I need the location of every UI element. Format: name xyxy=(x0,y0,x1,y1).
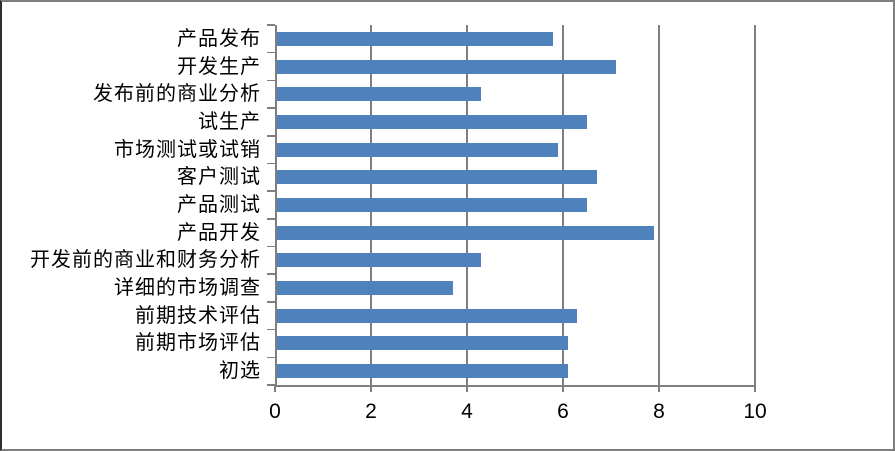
category-tick xyxy=(267,190,275,192)
category-tick xyxy=(267,24,275,26)
category-tick xyxy=(267,273,275,275)
value-tick xyxy=(754,385,756,392)
value-tick-label: 8 xyxy=(653,400,665,423)
chart-bar xyxy=(276,336,568,351)
chart-bar xyxy=(276,225,655,240)
category-label: 客户测试 xyxy=(177,166,261,189)
value-gridline xyxy=(658,25,660,385)
category-tick xyxy=(267,218,275,220)
plot-area xyxy=(267,24,756,392)
category-label: 产品发布 xyxy=(177,27,261,50)
value-axis-line xyxy=(275,385,755,387)
category-label: 产品开发 xyxy=(177,221,261,244)
chart-bar xyxy=(276,253,482,268)
category-label: 详细的市场调查 xyxy=(114,277,261,300)
chart-bar xyxy=(276,170,597,185)
category-tick xyxy=(267,135,275,137)
category-label: 初选 xyxy=(219,360,261,383)
value-tick-label: 10 xyxy=(743,400,767,423)
category-label: 发布前的商业分析 xyxy=(93,83,261,106)
category-tick xyxy=(267,51,275,54)
value-gridline xyxy=(754,25,756,385)
value-tick-label: 2 xyxy=(365,400,377,423)
category-tick xyxy=(267,384,275,386)
chart-bar xyxy=(276,281,453,296)
value-tick xyxy=(562,385,564,392)
value-tick xyxy=(274,385,276,392)
value-tick xyxy=(466,385,468,392)
category-label: 前期技术评估 xyxy=(135,304,261,327)
category-tick xyxy=(267,162,275,165)
chart-bar xyxy=(276,114,587,129)
value-tick-label: 4 xyxy=(461,400,473,423)
category-label: 试生产 xyxy=(198,110,261,133)
chart-bar xyxy=(276,31,554,46)
category-label: 前期市场评估 xyxy=(135,332,261,355)
category-tick xyxy=(267,328,275,331)
value-tick-label: 0 xyxy=(269,400,281,423)
category-axis-line xyxy=(275,25,277,385)
value-tick xyxy=(370,385,372,392)
category-label: 开发前的商业和财务分析 xyxy=(30,249,261,272)
category-label: 市场测试或试销 xyxy=(114,138,261,161)
category-tick xyxy=(267,245,275,248)
value-tick-label: 6 xyxy=(557,400,569,423)
chart-bar xyxy=(276,142,559,157)
value-tick xyxy=(658,385,660,392)
category-tick xyxy=(267,107,275,109)
category-label: 开发生产 xyxy=(177,55,261,78)
chart-bar xyxy=(276,198,587,212)
category-label: 产品测试 xyxy=(177,194,261,216)
chart-bar xyxy=(276,364,568,379)
category-tick xyxy=(267,79,275,82)
chart-bar xyxy=(276,59,616,74)
category-tick xyxy=(267,301,275,303)
category-tick xyxy=(267,356,275,359)
chart-bar xyxy=(276,308,578,323)
category-axis-labels: 产品发布开发生产发布前的商业分析试生产市场测试或试销客户测试产品测试产品开发开发… xyxy=(2,2,261,451)
chart-bar xyxy=(276,87,482,102)
